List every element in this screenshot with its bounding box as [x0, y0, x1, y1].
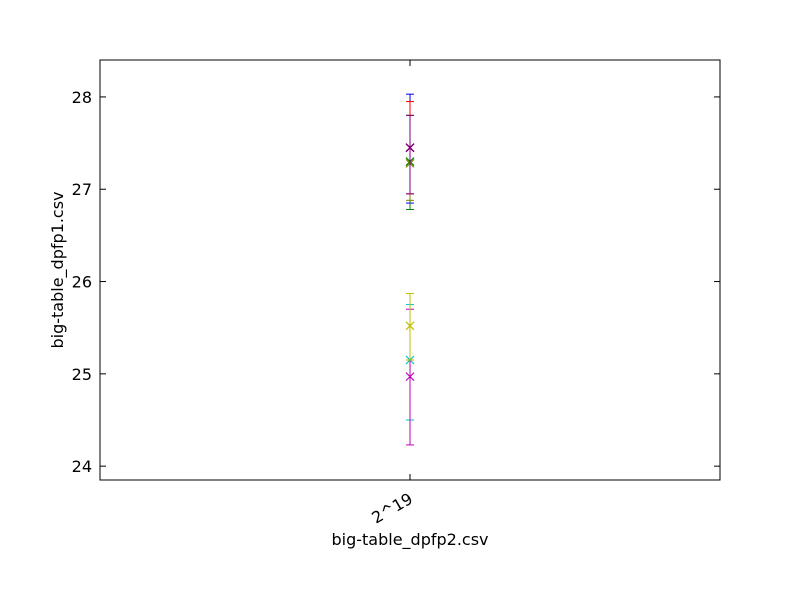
x-marker [405, 372, 415, 382]
y-axis-ticks: 24 25 26 27 28 [72, 88, 720, 476]
x-marker [405, 321, 415, 331]
series-7-point [405, 114, 415, 195]
data-marks [405, 93, 415, 446]
y-axis-label: big-table_dpfp1.csv [48, 191, 68, 348]
y-tick-label: 27 [72, 180, 92, 199]
x-marker [405, 143, 415, 153]
x-axis-label: big-table_dpfp2.csv [331, 530, 488, 550]
y-tick-label: 28 [72, 88, 92, 107]
y-tick-label: 24 [72, 457, 92, 476]
y-tick-label: 26 [72, 273, 92, 292]
series-5-point [405, 293, 415, 361]
y-tick-label: 25 [72, 365, 92, 384]
